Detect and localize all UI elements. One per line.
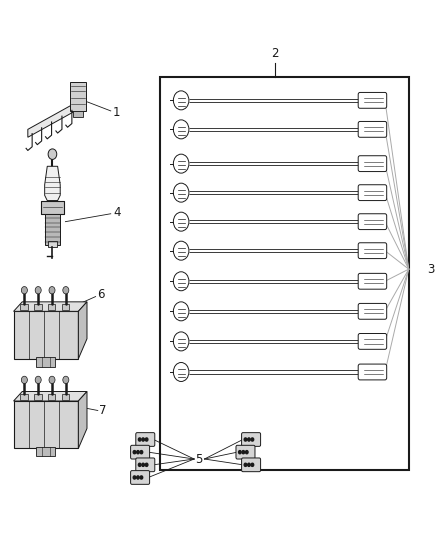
Circle shape [173,183,188,202]
Bar [36,447,55,456]
FancyBboxPatch shape [357,243,386,259]
Circle shape [138,438,141,441]
Circle shape [49,287,55,294]
Text: 7: 7 [99,404,106,417]
Circle shape [173,154,188,173]
FancyBboxPatch shape [357,92,386,108]
Circle shape [251,438,253,441]
Circle shape [245,450,247,454]
Bar [160,77,408,470]
Bar [61,393,69,400]
Circle shape [251,463,253,466]
Circle shape [173,241,188,260]
Circle shape [35,376,41,384]
Polygon shape [14,302,87,311]
Text: 2: 2 [271,47,278,60]
Circle shape [140,450,142,454]
Circle shape [173,272,188,291]
FancyBboxPatch shape [131,445,149,459]
Bar [73,111,82,117]
FancyBboxPatch shape [357,303,386,319]
Text: 4: 4 [113,206,120,219]
Circle shape [48,149,57,159]
Circle shape [141,463,144,466]
Circle shape [238,450,240,454]
Circle shape [173,332,188,351]
Bar [48,241,57,247]
FancyBboxPatch shape [357,273,386,289]
Circle shape [133,450,135,454]
Text: 6: 6 [97,288,104,301]
Bar [34,393,42,400]
Polygon shape [45,214,60,245]
Bar [61,304,69,310]
Bar [48,393,55,400]
Circle shape [140,476,142,479]
Circle shape [241,450,244,454]
Circle shape [247,438,250,441]
Circle shape [173,91,188,110]
FancyBboxPatch shape [357,156,386,172]
Bar [20,304,28,310]
Bar [36,357,55,367]
FancyBboxPatch shape [357,214,386,230]
Circle shape [49,376,55,384]
Circle shape [145,463,148,466]
Circle shape [173,212,188,231]
Polygon shape [41,200,64,214]
Circle shape [136,476,139,479]
Circle shape [173,302,188,321]
Circle shape [136,450,139,454]
Polygon shape [28,103,75,138]
Polygon shape [45,166,60,200]
Bar [34,304,42,310]
FancyBboxPatch shape [135,458,155,472]
Bar [70,82,86,111]
Circle shape [141,438,144,441]
Circle shape [133,476,135,479]
Bar [14,311,78,359]
FancyBboxPatch shape [357,364,386,380]
Circle shape [63,376,69,384]
Circle shape [145,438,148,441]
FancyBboxPatch shape [236,445,254,459]
FancyBboxPatch shape [357,185,386,200]
FancyBboxPatch shape [131,471,149,484]
Circle shape [21,287,27,294]
Circle shape [173,362,188,382]
FancyBboxPatch shape [357,122,386,138]
Text: 1: 1 [113,106,120,119]
Circle shape [35,287,41,294]
Polygon shape [78,392,87,448]
Circle shape [138,463,141,466]
Bar [48,304,55,310]
Polygon shape [14,392,87,401]
Circle shape [173,120,188,139]
Bar [20,393,28,400]
Text: 5: 5 [195,453,202,465]
Text: 3: 3 [426,263,434,276]
FancyBboxPatch shape [241,458,260,472]
FancyBboxPatch shape [135,433,155,446]
FancyBboxPatch shape [357,334,386,349]
FancyBboxPatch shape [241,433,260,446]
Circle shape [244,463,246,466]
Circle shape [63,287,69,294]
Circle shape [247,463,250,466]
Polygon shape [78,302,87,359]
Bar [14,401,78,448]
Circle shape [244,438,246,441]
Circle shape [21,376,27,384]
